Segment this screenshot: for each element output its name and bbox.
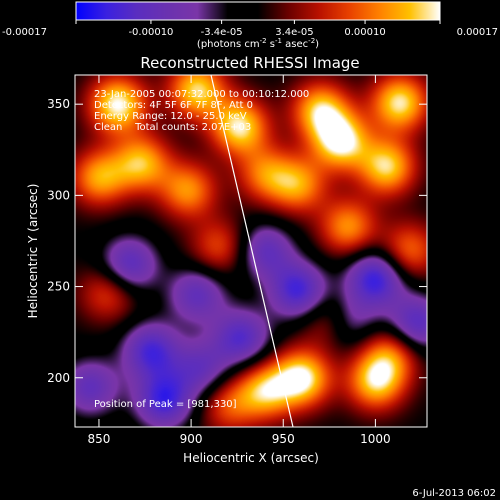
y-axis-ticks: 200 250 300 350 (47, 97, 427, 385)
colorbar-strip (75, 1, 441, 21)
y-tick-label: 250 (47, 280, 70, 294)
annotation-energy: Energy Range: 12.0 - 25.0 keV (94, 111, 247, 122)
colorbar-tick-label: 0.00017 (457, 27, 498, 38)
x-tick-label: 900 (180, 432, 203, 446)
colorbar-tick-label: 3.4e-05 (275, 27, 313, 38)
plot-frame (74, 74, 428, 428)
annotation-detectors: Detectors: 4F 5F 6F 7F 8F, Att 0 (94, 100, 253, 111)
colorbar-tick-label: 0.00010 (344, 27, 385, 38)
heatmap-image (75, 75, 427, 427)
y-axis-label: Heliocentric Y (arcsec) (26, 184, 40, 319)
colorbar: -0.00017 -0.00010 -3.4e-05 3.4e-05 0.00010 0.… (2, 1, 498, 50)
x-tick-label: 1000 (360, 432, 391, 446)
colorbar-tick-label: -0.00017 (2, 27, 47, 38)
solar-limb-line (210, 74, 294, 428)
render-date: 6-Jul-2013 06:02 (412, 488, 496, 499)
colorbar-ticks: -0.00017 -0.00010 -3.4e-05 3.4e-05 0.00010 0.… (2, 20, 498, 38)
x-tick-label: 850 (88, 432, 111, 446)
y-tick-label: 300 (47, 188, 70, 202)
x-axis-ticks: 850 900 950 1000 (88, 75, 391, 446)
chart-title: Reconstructed RHESSI Image (140, 54, 359, 72)
y-tick-label: 350 (47, 97, 70, 111)
plot-area: 850 900 950 1000 200 250 300 350 (47, 74, 428, 446)
annotation-clean: Clean Total counts: 2.07E+03 (94, 122, 251, 133)
annotation-peak: Position of Peak = [981,330] (94, 399, 237, 410)
x-tick-label: 950 (272, 432, 295, 446)
annotations: 23-Jan-2005 00:07:32.000 to 00:10:12.000… (94, 89, 309, 410)
x-axis-label: Heliocentric X (arcsec) (183, 451, 319, 465)
annotation-time-range: 23-Jan-2005 00:07:32.000 to 00:10:12.000 (94, 89, 309, 100)
colorbar-tick-label: -3.4e-05 (201, 27, 243, 38)
colorbar-unit: (photons cm-2 s-1 asec-2) (197, 37, 319, 50)
colorbar-tick-label: -0.00010 (128, 27, 173, 38)
y-tick-label: 200 (47, 371, 70, 385)
